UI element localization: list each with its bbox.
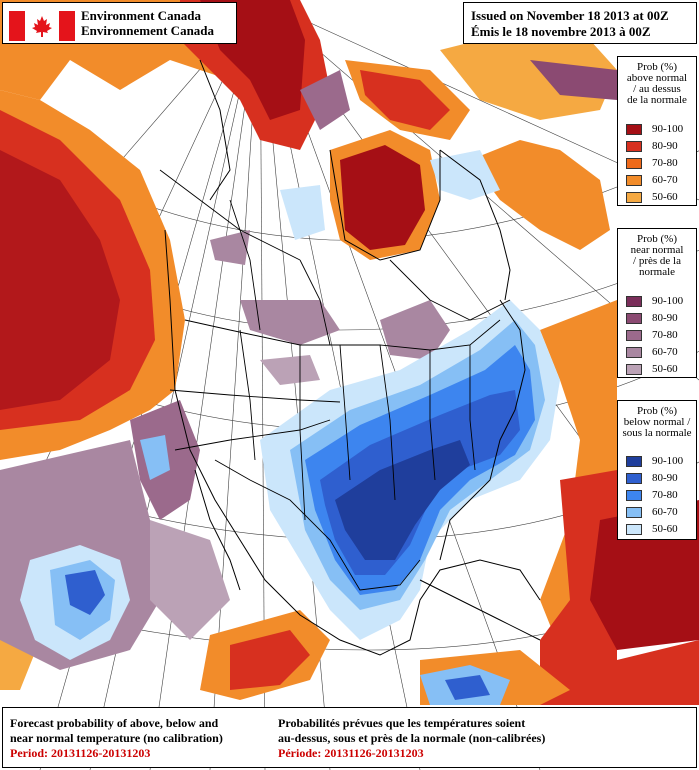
- canada-flag-icon: [9, 11, 75, 41]
- legend-item: 60-70: [618, 172, 698, 188]
- legend-item: 90-100: [618, 293, 698, 309]
- legend-swatch: [626, 296, 642, 307]
- below-normal-regions: [20, 150, 560, 705]
- legend-item: 50-60: [618, 521, 698, 537]
- legend-item: 60-70: [618, 504, 698, 520]
- legend-swatch: [626, 456, 642, 467]
- legend-item: 50-60: [618, 189, 698, 205]
- legend-range: 60-70: [652, 346, 678, 358]
- legend-swatch: [626, 524, 642, 535]
- legend-swatch: [626, 175, 642, 186]
- caption-en-line1: Forecast probability of above, below and: [10, 716, 219, 730]
- legend-title-line: / près de la: [633, 255, 681, 267]
- legend-swatch: [626, 364, 642, 375]
- legend-item: 50-60: [618, 361, 698, 377]
- legend-swatch: [626, 313, 642, 324]
- legend-item: 80-90: [618, 138, 698, 154]
- legend-swatch: [626, 192, 642, 203]
- legend-item: 70-80: [618, 487, 698, 503]
- legend-title-line: Prob (%): [636, 233, 678, 245]
- coastlines: [164, 59, 541, 656]
- issued-date-fr: Émis le 18 novembre 2013 à 00Z: [471, 24, 651, 39]
- legend-below-normal: Prob (%) below normal / sous la normale …: [617, 400, 697, 540]
- legend-item: 90-100: [618, 453, 698, 469]
- agency-logo-box: Environment Canada Environnement Canada: [2, 2, 237, 44]
- legend-range: 90-100: [652, 295, 684, 307]
- legend-range: 50-60: [652, 191, 678, 203]
- agency-name-fr: Environnement Canada: [81, 23, 215, 38]
- legend-range: 50-60: [652, 523, 678, 535]
- legend-swatch: [626, 124, 642, 135]
- legend-title-line: normale: [638, 266, 676, 278]
- caption-en-period: Period: 20131126-20131203: [10, 746, 151, 760]
- legend-range: 90-100: [652, 455, 684, 467]
- legend-swatch: [626, 347, 642, 358]
- legend-range: 70-80: [652, 157, 678, 169]
- legend-title: Prob (%) above normal / au dessus de la …: [618, 62, 696, 106]
- caption-en-line2: near normal temperature (no calibration): [10, 731, 223, 745]
- legend-title-line: de la normale: [627, 94, 687, 106]
- legend-swatch: [626, 473, 642, 484]
- legend-swatch: [626, 330, 642, 341]
- legend-range: 80-90: [652, 312, 678, 324]
- agency-name-en: Environment Canada: [81, 8, 202, 23]
- caption-fr-line1: Probabilités prévues que les température…: [278, 716, 526, 730]
- legend-title: Prob (%) near normal / près de la normal…: [618, 234, 696, 278]
- legend-item: 90-100: [618, 121, 698, 137]
- legend-item: 80-90: [618, 470, 698, 486]
- legend-range: 70-80: [652, 489, 678, 501]
- legend-range: 70-80: [652, 329, 678, 341]
- caption-fr-period: Période: 20131126-20131203: [278, 746, 424, 760]
- legend-item: 70-80: [618, 327, 698, 343]
- legend-range: 50-60: [652, 363, 678, 375]
- legend-swatch: [626, 490, 642, 501]
- legend-title-line: Prob (%): [636, 405, 678, 417]
- legend-range: 90-100: [652, 123, 684, 135]
- legend-title-line: above normal: [626, 72, 688, 84]
- issued-date-box: Issued on November 18 2013 at 00Z Émis l…: [463, 2, 697, 44]
- legend-title: Prob (%) below normal / sous la normale: [618, 406, 696, 439]
- legend-title-line: / au dessus: [633, 83, 681, 95]
- legend-swatch: [626, 158, 642, 169]
- caption-fr-line2: au-dessus, sous et près de la normale (n…: [278, 731, 546, 745]
- legend-swatch: [626, 141, 642, 152]
- legend-range: 80-90: [652, 472, 678, 484]
- legend-range: 80-90: [652, 140, 678, 152]
- caption-box: Forecast probability of above, below and…: [2, 707, 697, 768]
- legend-item: 70-80: [618, 155, 698, 171]
- legend-item: 60-70: [618, 344, 698, 360]
- legend-item: 80-90: [618, 310, 698, 326]
- legend-title-line: sous la normale: [622, 427, 692, 439]
- legend-range: 60-70: [652, 506, 678, 518]
- political-boundaries: [159, 169, 511, 591]
- legend-swatch: [626, 507, 642, 518]
- legend-title-line: below normal /: [623, 416, 691, 428]
- legend-title-line: near normal: [630, 244, 684, 256]
- legend-title-line: Prob (%): [636, 61, 678, 73]
- legend-near-normal: Prob (%) near normal / près de la normal…: [617, 228, 697, 378]
- legend-above-normal: Prob (%) above normal / au dessus de la …: [617, 56, 697, 206]
- legend-range: 60-70: [652, 174, 678, 186]
- issued-date-en: Issued on November 18 2013 at 00Z: [471, 8, 669, 23]
